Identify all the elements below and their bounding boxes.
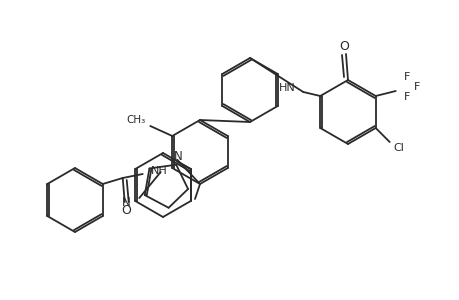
Text: CH₃: CH₃ [126,115,145,125]
Text: F: F [403,92,409,102]
Text: F: F [403,72,409,82]
Text: Cl: Cl [393,143,404,153]
Text: O: O [121,203,130,217]
Text: NH: NH [151,166,167,176]
Text: F: F [413,82,419,92]
Text: O: O [338,40,348,52]
Text: N: N [121,196,130,209]
Text: HN: HN [278,83,295,93]
Text: N: N [174,150,182,163]
